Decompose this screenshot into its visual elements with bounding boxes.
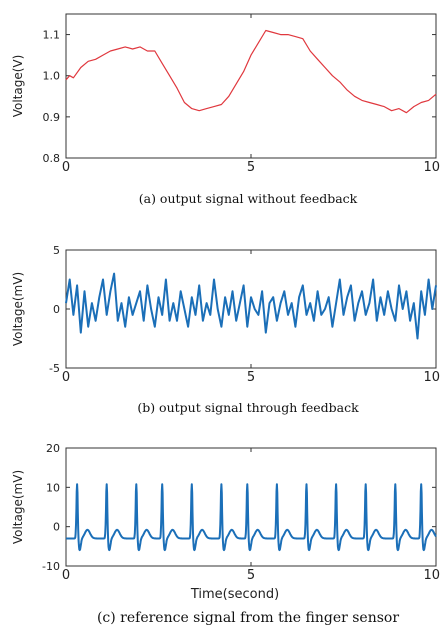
y-tick-label: 10: [46, 481, 60, 494]
panel-caption: (b) output signal through feedback: [137, 400, 359, 415]
x-tick-label: 0: [62, 160, 70, 175]
x-tick-label: 10: [423, 160, 440, 175]
series-line: [65, 29, 437, 114]
y-tick-label: 0: [53, 521, 60, 534]
y-tick-label: 20: [46, 442, 60, 455]
x-axis-label: Time(second): [190, 587, 279, 602]
series-line: [65, 272, 437, 340]
x-tick-label: 0: [62, 568, 70, 583]
panel-a: 0.8 0.9 1.0 1.1 0 5 10 Voltage(V) (a) output sig…: [11, 13, 440, 206]
x-tick-label: 10: [423, 370, 440, 385]
y-axis-label: Voltage(V): [11, 55, 25, 118]
series-line: [65, 483, 437, 552]
y-tick-label: -10: [42, 560, 60, 573]
y-tick-label: 1.0: [43, 70, 61, 83]
y-tick-label: 5: [53, 244, 60, 257]
y-tick-label: 0.9: [43, 111, 61, 124]
y-tick-label: -5: [49, 362, 60, 375]
x-tick-label: 5: [247, 160, 255, 175]
y-tick-label: 1.1: [43, 29, 61, 42]
y-tick-label: 0.8: [43, 152, 61, 165]
y-axis-label: Voltage(mV): [11, 470, 25, 544]
y-tick-label: 0: [53, 303, 60, 316]
x-tick-label: 0: [62, 370, 70, 385]
panel-caption: (a) output signal without feedback: [139, 191, 358, 206]
x-tick-label: 5: [247, 568, 255, 583]
plot-frame: [65, 13, 437, 159]
panel-caption: (c) reference signal from the finger sen…: [97, 610, 399, 626]
x-tick-label: 5: [247, 370, 255, 385]
y-axis-label: Voltage(mV): [11, 272, 25, 346]
x-tick-label: 10: [423, 568, 440, 583]
